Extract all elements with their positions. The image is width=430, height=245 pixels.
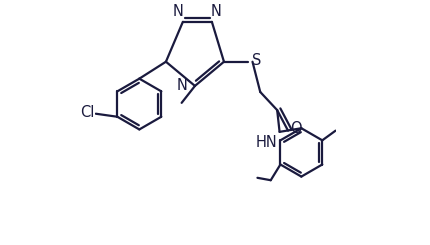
Text: HN: HN bbox=[255, 135, 276, 150]
Text: N: N bbox=[210, 4, 221, 19]
Text: O: O bbox=[290, 121, 301, 136]
Text: S: S bbox=[251, 53, 260, 68]
Text: Cl: Cl bbox=[80, 105, 94, 120]
Text: N: N bbox=[173, 4, 184, 19]
Text: N: N bbox=[176, 78, 187, 93]
